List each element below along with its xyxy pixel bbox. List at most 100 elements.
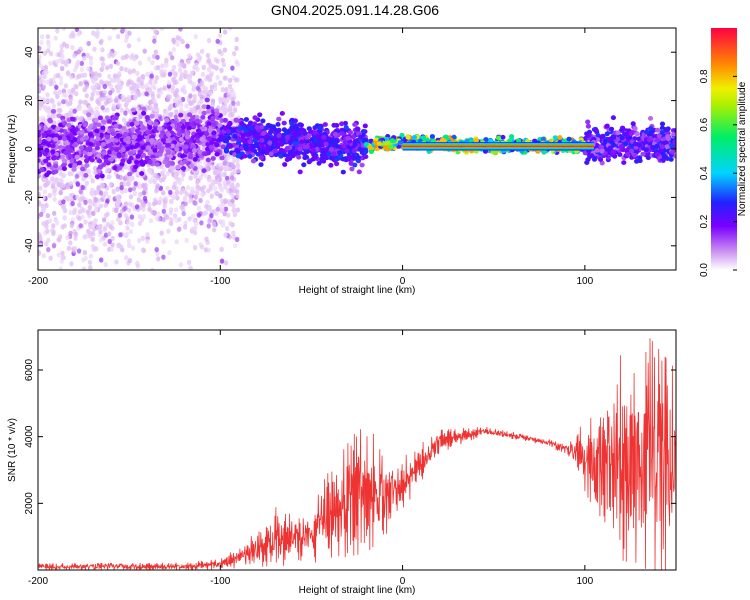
spectrogram-cell bbox=[215, 74, 220, 80]
spectrogram-cell bbox=[101, 193, 106, 200]
spectrogram-cell bbox=[182, 224, 188, 230]
spectrogram-cell bbox=[206, 67, 212, 73]
spectrogram-cell bbox=[39, 211, 44, 217]
spectrogram-cell bbox=[87, 151, 93, 157]
spectrogram-cell bbox=[65, 235, 70, 241]
spectrogram-cell bbox=[74, 4, 78, 9]
spectrogram-cell bbox=[219, 155, 225, 161]
spectrogram-cell bbox=[42, 177, 47, 183]
spectrogram-cell bbox=[38, 158, 41, 163]
spectrogram-cell bbox=[56, 72, 61, 78]
spectrogram-cell bbox=[51, 103, 57, 109]
spectrogram-cell bbox=[234, 45, 239, 52]
spectrogram-cell bbox=[182, 0, 186, 2]
spectrogram-cell bbox=[228, 221, 233, 227]
spectrogram-cell bbox=[133, 181, 138, 187]
spectrogram-cell bbox=[138, 191, 143, 197]
spectrogram-cell bbox=[61, 199, 66, 205]
spectrogram-cell bbox=[229, 175, 235, 181]
spectrogram-cell bbox=[102, 241, 108, 247]
spectrogram-cell bbox=[150, 83, 155, 89]
spectrogram-cell bbox=[124, 37, 129, 44]
spectrogram-cell bbox=[96, 168, 102, 174]
spectrogram-cell bbox=[136, 37, 141, 43]
spectrogram-cell bbox=[90, 243, 96, 249]
spectrogram-cell bbox=[147, 201, 152, 208]
spectrogram-cell bbox=[147, 120, 153, 125]
spectrogram-cell bbox=[38, 163, 41, 169]
spectrogram-cell bbox=[659, 121, 666, 127]
spectrogram-cell bbox=[164, 156, 170, 162]
spectrogram-cell bbox=[50, 0, 54, 4]
spectrogram-cell bbox=[56, 113, 62, 119]
spectrogram-cell bbox=[88, 0, 92, 1]
spectrogram-cell bbox=[663, 127, 669, 133]
spectrogram-cell bbox=[118, 271, 122, 276]
spectrogram-cell bbox=[61, 99, 66, 105]
spectrogram-cell bbox=[483, 137, 489, 142]
spectrogram-cell bbox=[175, 41, 180, 47]
spectrogram-cell bbox=[195, 52, 201, 58]
spectrogram-cell bbox=[48, 255, 53, 261]
spectrogram-cell bbox=[230, 162, 235, 168]
spectrogram-cell bbox=[78, 115, 84, 121]
spectrogram-cell bbox=[60, 115, 66, 121]
spectrogram-cell bbox=[104, 134, 111, 140]
spectrogram-cell bbox=[219, 67, 224, 73]
spectrogram-cell bbox=[156, 65, 161, 71]
spectrogram-cell bbox=[268, 123, 274, 129]
spectrogram-cell bbox=[211, 64, 216, 70]
spectrogram-cell bbox=[204, 97, 210, 103]
spectrogram-cell bbox=[209, 84, 215, 90]
spectrogram-cell bbox=[243, 117, 249, 122]
spectrogram-cell bbox=[42, 189, 48, 195]
spectrogram-cell bbox=[62, 158, 68, 164]
spectrogram-cell bbox=[174, 109, 179, 115]
spectrogram-cell bbox=[126, 121, 131, 127]
spectrogram-cell bbox=[162, 203, 167, 209]
spectrogram-cell bbox=[628, 131, 634, 137]
spectrogram-cell bbox=[69, 128, 76, 134]
spectrogram-cell bbox=[149, 19, 153, 24]
spectrogram-cell bbox=[89, 137, 95, 143]
spectrogram-cell bbox=[60, 269, 63, 270]
spectrogram-cell bbox=[154, 247, 159, 253]
spectrogram-cell bbox=[96, 18, 100, 23]
spectrogram-cell bbox=[192, 157, 198, 162]
spectrogram-cell bbox=[54, 133, 60, 139]
spectrogram-cell bbox=[43, 64, 49, 70]
spectrogram-cell bbox=[153, 103, 158, 109]
spectrogram-cell bbox=[51, 223, 56, 229]
spectrogram-cell bbox=[621, 160, 627, 166]
spectrogram-cell bbox=[656, 133, 662, 139]
spectrogram-cell bbox=[48, 81, 53, 87]
spectrogram-cell bbox=[80, 166, 86, 172]
spectrogram-cell bbox=[173, 92, 178, 98]
spectrogram-cell bbox=[186, 59, 191, 65]
spectrogram-cell bbox=[180, 118, 186, 124]
spectrogram-cell bbox=[127, 69, 133, 75]
spectrogram-cell bbox=[252, 121, 258, 127]
spectrogram-cell bbox=[153, 49, 159, 55]
spectrogram-cell bbox=[347, 130, 354, 135]
spectrogram-cell bbox=[299, 127, 305, 132]
spectrogram-cell bbox=[220, 87, 225, 93]
spectrogram-cell bbox=[88, 301, 92, 306]
spectrogram-cell bbox=[68, 28, 70, 29]
spectrogram-cell bbox=[174, 102, 180, 108]
spectrogram-cell bbox=[103, 262, 108, 268]
spectrogram-cell bbox=[171, 77, 176, 83]
spectrogram-cell bbox=[184, 121, 190, 127]
spectrogram-cell bbox=[78, 189, 83, 195]
spectrogram-cell bbox=[78, 105, 83, 112]
spectrogram-cell bbox=[288, 151, 294, 157]
spectrogram-cell bbox=[172, 97, 178, 104]
spectrogram-cell bbox=[66, 245, 72, 251]
spectrogram-cell bbox=[180, 166, 187, 171]
spectrogram-cell bbox=[175, 35, 180, 41]
spectrogram-cell bbox=[183, 69, 188, 75]
spectrogram-cell bbox=[192, 293, 196, 298]
spectrogram-cell bbox=[155, 175, 161, 181]
spectrogram-cell bbox=[132, 190, 138, 197]
spectrogram-cell bbox=[79, 66, 85, 73]
